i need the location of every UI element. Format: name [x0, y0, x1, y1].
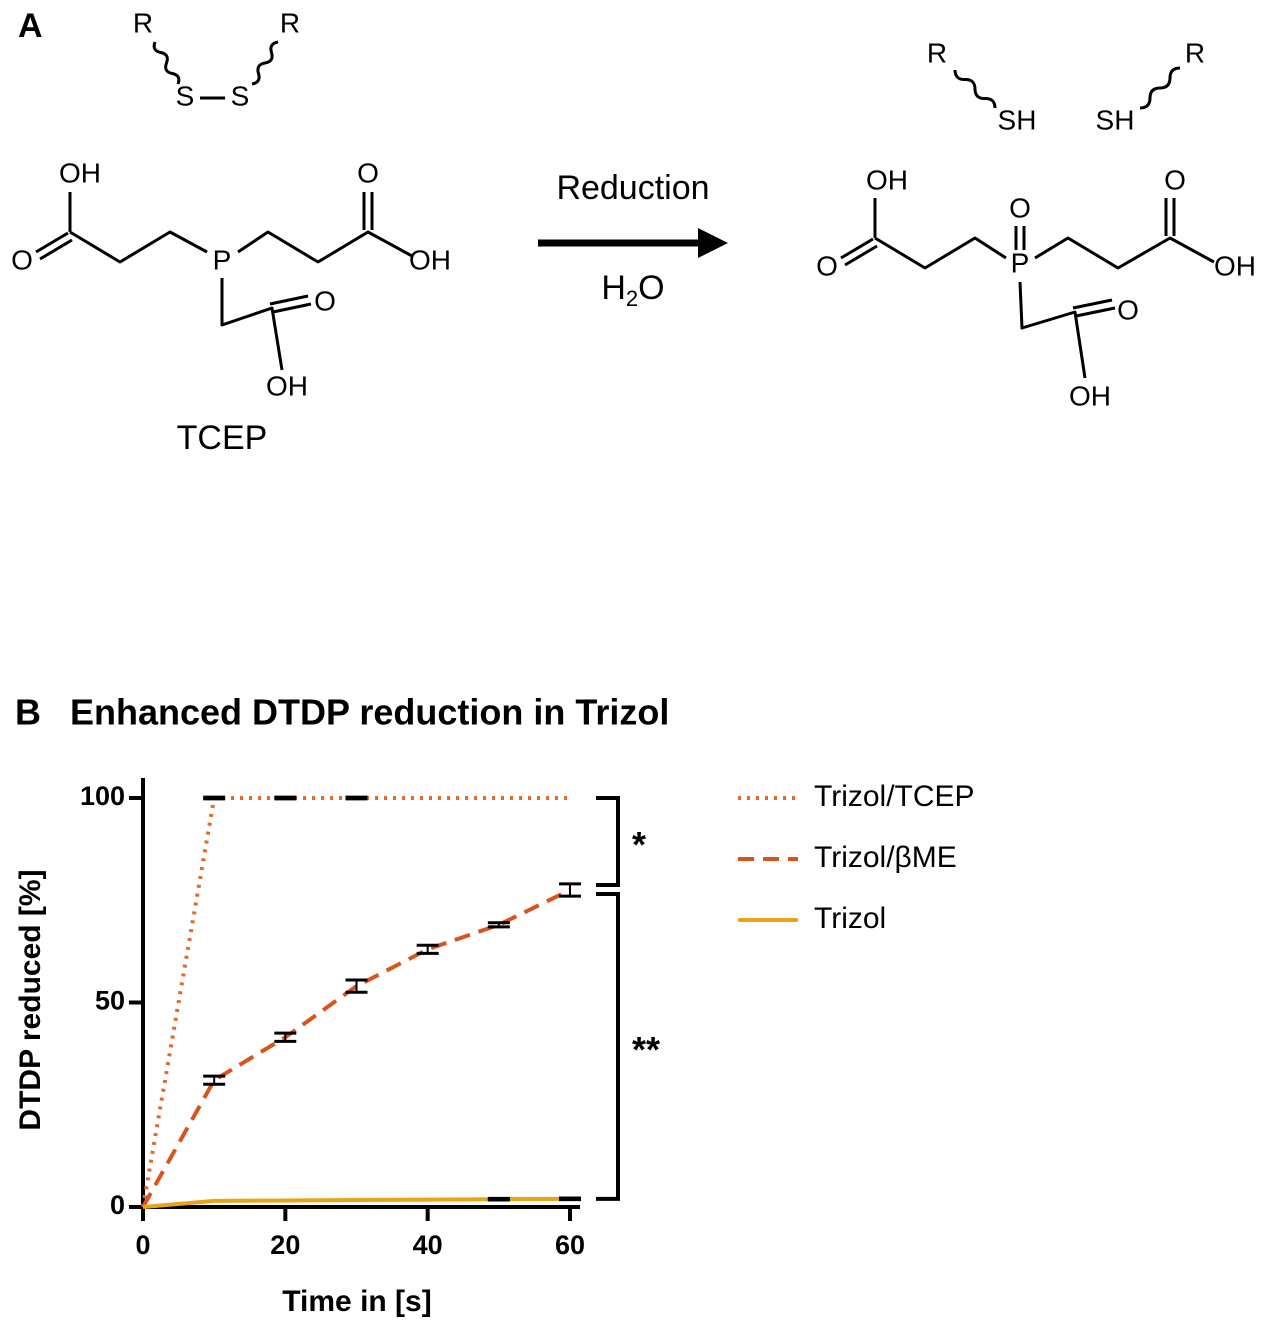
series-line: [141, 888, 571, 1208]
reagent-part: 2: [626, 286, 638, 311]
error-bar: [274, 795, 297, 801]
error-bar: [559, 882, 581, 898]
reaction-arrow: Reduction H2O: [538, 169, 728, 311]
atom-label: P: [1011, 247, 1030, 278]
atom-label: OH: [409, 244, 451, 275]
x-tick-label: 40: [413, 1230, 443, 1260]
condition: Reduction: [556, 169, 709, 207]
bond: [874, 236, 1007, 270]
atom-label: OH: [1214, 250, 1256, 281]
y-tick-label: 100: [80, 781, 125, 811]
atom-label: OH: [266, 370, 308, 401]
error-bar: [274, 1031, 297, 1043]
bond: [844, 244, 878, 267]
x-tick-label: 0: [135, 1230, 150, 1260]
wavy-bond: [251, 40, 279, 86]
y-tick-label: 50: [95, 986, 125, 1016]
error-bar: [345, 978, 368, 994]
atom-label: R: [280, 7, 300, 38]
wavy-bond: [152, 41, 181, 85]
bond: [1018, 281, 1087, 379]
wavy-bond: [1139, 66, 1181, 110]
atom-label: R: [1185, 37, 1205, 68]
arrow-head: [698, 228, 728, 258]
y-tick-label: 0: [110, 1190, 125, 1220]
bond: [35, 231, 69, 254]
panel-label: B: [15, 692, 41, 733]
bond: [1072, 298, 1113, 310]
bond: [237, 230, 413, 264]
significance-label: **: [632, 1029, 660, 1070]
significance-label: *: [632, 824, 646, 865]
atom-label: R: [927, 37, 947, 68]
error-bar: [345, 795, 368, 801]
thiols: R SH SH R: [927, 37, 1205, 135]
atom-label: O: [1009, 192, 1031, 223]
reagent-part: O: [638, 269, 664, 307]
error-bar: [487, 1196, 510, 1202]
error-bar: [487, 921, 510, 929]
atom-label: OH: [866, 164, 908, 195]
panel-label: A: [18, 7, 43, 45]
x-tick-label: 20: [270, 1230, 300, 1260]
series-line: [141, 796, 570, 1208]
disulfide: R R S S: [133, 7, 300, 111]
reagent: H2O: [601, 269, 664, 311]
bond: [840, 237, 874, 260]
atom-label: O: [11, 244, 33, 275]
bond: [39, 238, 73, 261]
atom-label: OH: [59, 157, 101, 188]
atom-label: R: [133, 7, 153, 38]
wavy-bond: [953, 69, 997, 109]
atom-label: O: [314, 285, 336, 316]
error-bar: [559, 1196, 581, 1202]
reagent-part: H: [601, 269, 626, 307]
error-bar: [416, 943, 439, 955]
bond: [69, 230, 208, 264]
product: OH O O P O OH O OH: [816, 164, 1256, 411]
legend-label: Trizol/TCEP: [814, 780, 975, 813]
atom-label: O: [816, 250, 838, 281]
tcep: OH O P O OH O OH TCEP: [11, 157, 451, 457]
bond: [220, 278, 284, 371]
bond: [272, 302, 312, 314]
bond: [1034, 236, 1215, 270]
x-axis-title: Time in [s]: [282, 1285, 431, 1318]
bond: [1075, 306, 1116, 318]
significance-bracket: [596, 796, 620, 888]
atom-label: SH: [998, 104, 1037, 135]
x-tick-label: 60: [555, 1230, 585, 1260]
atom-label: O: [357, 157, 379, 188]
plot-area: 0 50 100 0 20 40 60 Trizol/TCEP Trizol/βME Trizol…: [80, 778, 975, 1260]
atom-label: O: [1117, 294, 1139, 325]
bond: [269, 294, 309, 306]
chart-title: Enhanced DTDP reduction in Trizol: [70, 692, 669, 733]
atom-label: P: [213, 244, 232, 275]
error-bar: [203, 1074, 226, 1086]
atom-label: SH: [1096, 104, 1135, 135]
atom-label: S: [176, 80, 195, 111]
significance-bracket: [596, 892, 620, 1201]
atom-label: OH: [1069, 380, 1111, 411]
atom-label: S: [231, 80, 250, 111]
legend-label: Trizol/βME: [814, 841, 957, 874]
legend-label: Trizol: [814, 902, 886, 935]
atom-label: O: [1164, 164, 1186, 195]
compound-name: TCEP: [177, 419, 268, 457]
error-bar: [203, 795, 226, 801]
y-axis-title: DTDP reduced [%]: [14, 869, 47, 1130]
